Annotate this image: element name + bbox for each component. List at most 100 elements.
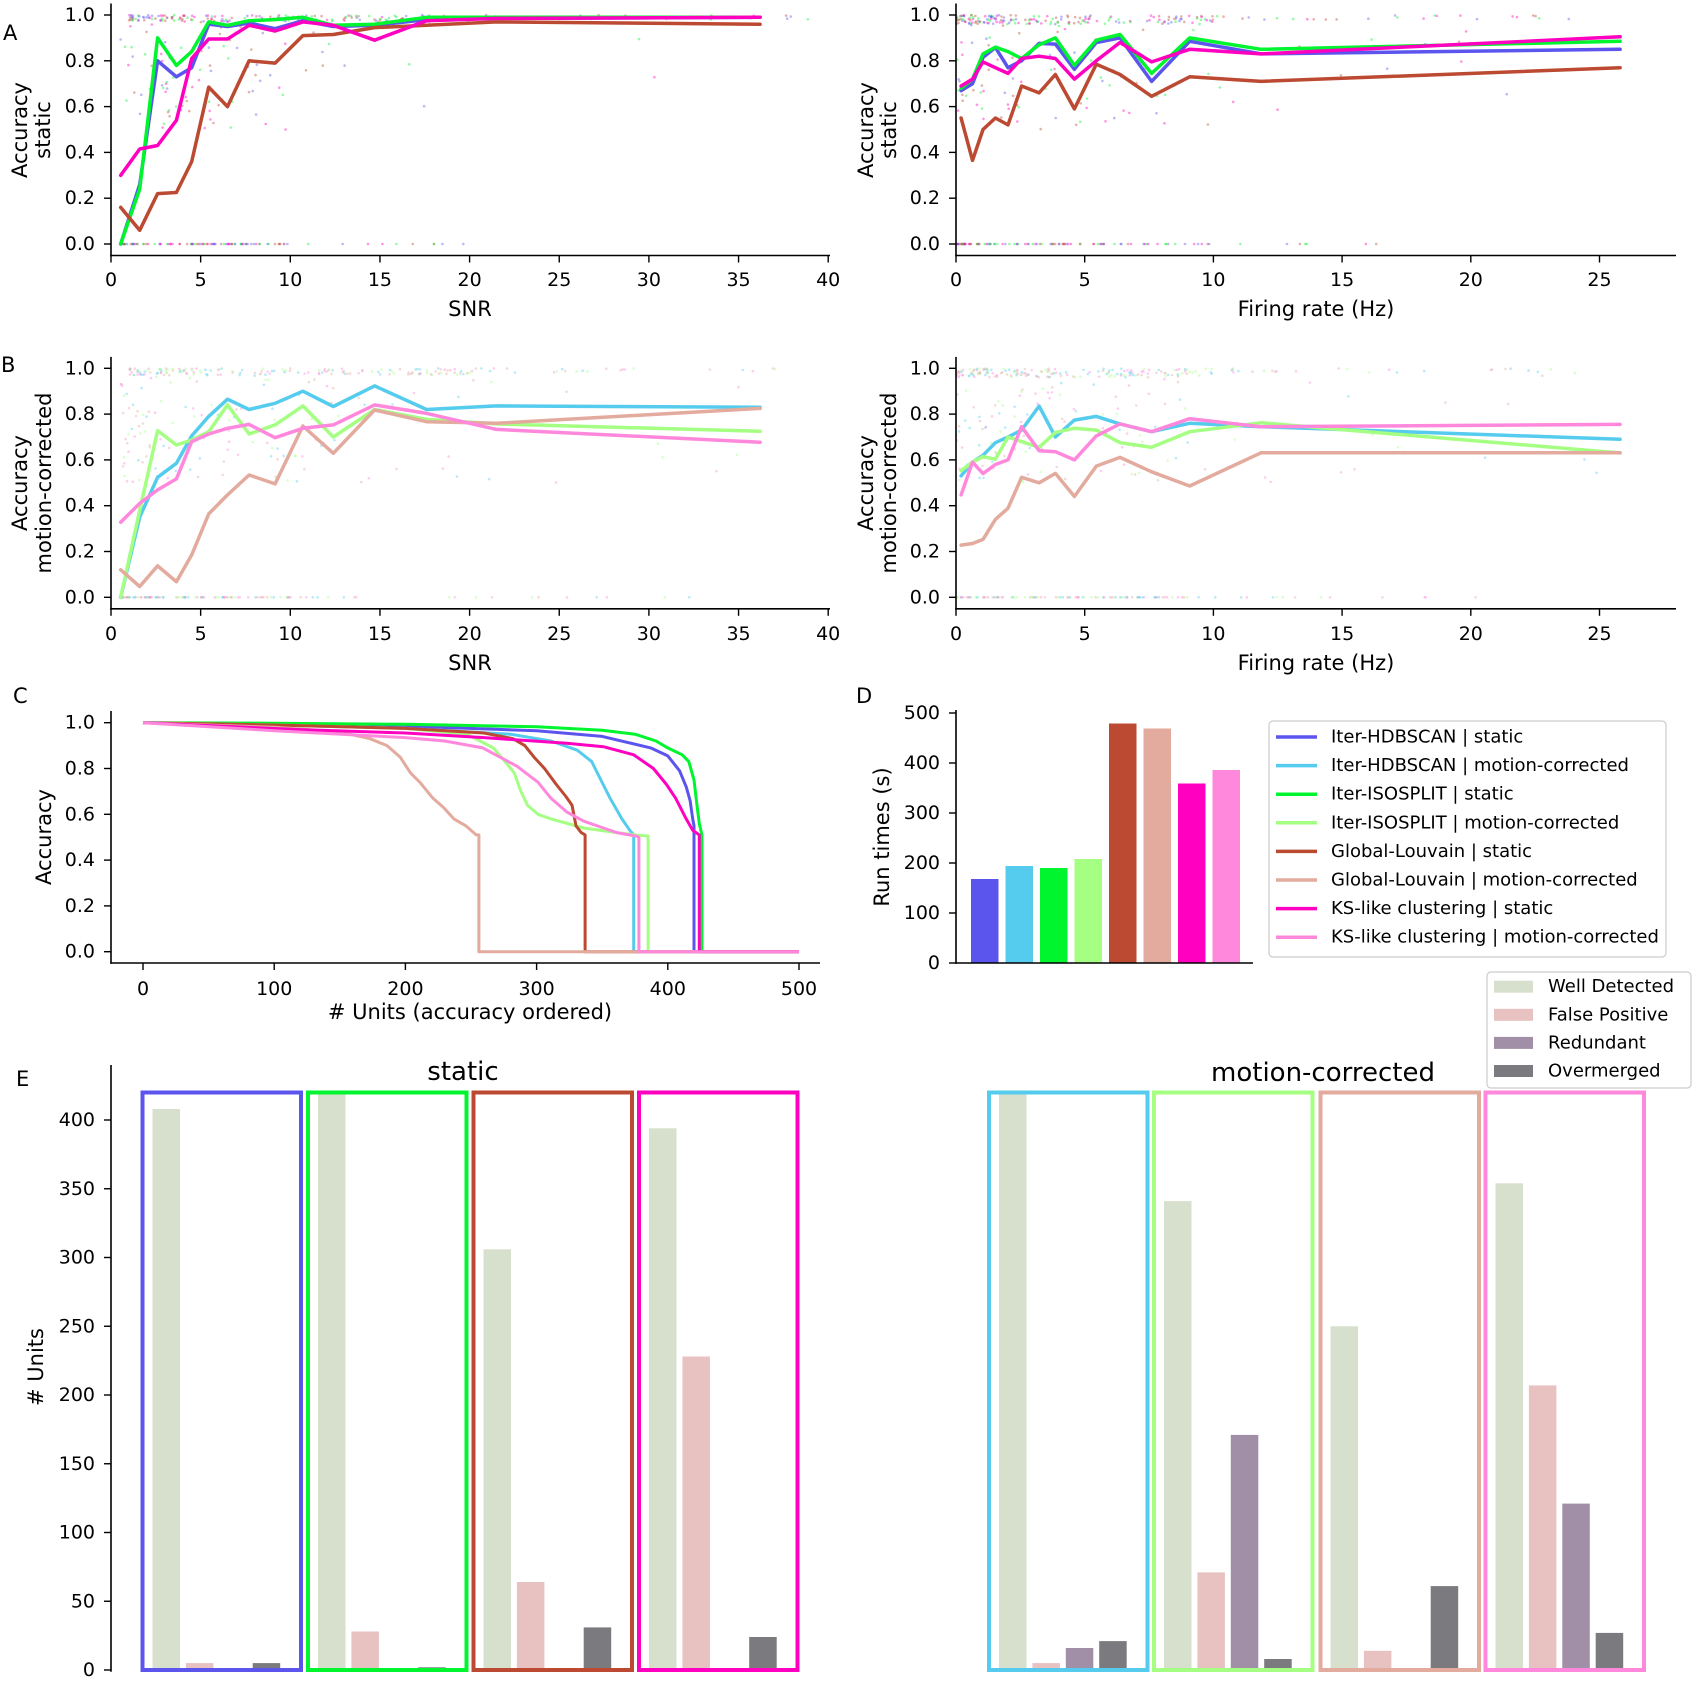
scatter-point: [179, 369, 182, 373]
scatter-point: [130, 13, 133, 17]
scatter-point: [1395, 371, 1399, 374]
scatter-point: [158, 367, 162, 371]
scatter-point: [1195, 15, 1199, 19]
scatter-point: [1069, 242, 1073, 246]
scatter-point: [166, 368, 170, 371]
scatter-point: [123, 242, 126, 246]
scatter-point: [1117, 21, 1121, 24]
scatter-point: [199, 20, 203, 24]
scatter-point: [1017, 21, 1020, 25]
scatter-point: [1021, 388, 1024, 391]
scatter-point: [1541, 374, 1544, 378]
x-tick-label: 500: [781, 978, 817, 1000]
scatter-point: [140, 93, 143, 97]
y-tick-label: 250: [59, 1315, 95, 1337]
scatter-point: [1006, 103, 1010, 106]
scatter-point: [127, 596, 131, 599]
scatter-point: [163, 14, 166, 17]
scatter-point: [453, 367, 457, 371]
scatter-point: [991, 596, 994, 599]
scatter-point: [217, 596, 221, 599]
scatter-point: [136, 369, 140, 372]
scatter-point: [361, 369, 364, 373]
scatter-point: [1126, 368, 1129, 372]
scatter-point: [199, 596, 203, 599]
scatter-point: [432, 242, 436, 246]
panel-letter: B: [1, 353, 15, 377]
scatter-point: [996, 596, 1000, 599]
scatter-point: [621, 368, 624, 371]
scatter-point: [957, 89, 960, 92]
scatter-point: [176, 596, 179, 599]
scatter-point: [183, 596, 187, 599]
scatter-point: [1312, 18, 1315, 21]
scatter-point: [773, 367, 777, 371]
scatter-point: [1013, 22, 1017, 25]
scatter-point: [980, 84, 984, 87]
scatter-point: [982, 596, 986, 599]
scatter-point: [1136, 373, 1140, 376]
scatter-point: [1422, 17, 1425, 20]
scatter-point: [407, 373, 410, 376]
scatter-point: [320, 14, 323, 18]
scatter-point: [1147, 392, 1151, 396]
scatter-point: [1054, 596, 1058, 599]
scatter-point: [363, 403, 366, 407]
scatter-point: [1275, 596, 1278, 599]
scatter-point: [1055, 465, 1059, 469]
scatter-point: [340, 367, 344, 371]
scatter-point: [146, 596, 149, 599]
scatter-point: [1122, 109, 1125, 112]
scatter-point: [181, 17, 184, 21]
scatter-point: [1132, 373, 1135, 377]
legend-item: KS-like clustering | motion-corrected: [1276, 927, 1659, 948]
scatter-point: [122, 456, 126, 459]
scatter-point: [441, 467, 445, 470]
x-tick-label: 20: [458, 623, 482, 645]
x-tick-label: 40: [816, 623, 840, 645]
scatter-point: [737, 385, 740, 389]
scatter-point: [969, 242, 973, 246]
scatter-point: [395, 242, 398, 246]
scatter-point: [1113, 116, 1116, 120]
scatter-point: [323, 369, 326, 373]
y-tick-label: 200: [59, 1384, 95, 1406]
scatter-point: [178, 242, 182, 246]
scatter-point: [967, 17, 971, 21]
scatter-point: [1005, 373, 1009, 376]
scatter-point: [417, 372, 421, 376]
scatter-point: [605, 596, 609, 599]
scatter-point: [162, 86, 165, 90]
scatter-point: [1009, 374, 1013, 377]
scatter-point: [125, 242, 129, 246]
scatter-point: [158, 596, 162, 599]
scatter-point: [136, 14, 140, 17]
scatter-point: [1068, 596, 1072, 599]
scatter-point: [139, 373, 142, 376]
scatter-point: [1192, 28, 1195, 32]
scatter-point: [1124, 596, 1127, 599]
scatter-point: [1019, 373, 1022, 377]
scatter-point: [134, 242, 137, 246]
scatter-point: [1170, 21, 1173, 24]
scatter-point: [967, 242, 971, 246]
scatter-point: [988, 242, 992, 246]
scatter-point: [1072, 407, 1076, 411]
scatter-point: [982, 368, 986, 372]
scatter-point: [168, 373, 171, 377]
scatter-point: [216, 368, 220, 372]
scatter-point: [128, 367, 132, 370]
scatter-point: [1004, 369, 1007, 373]
scatter-point: [279, 596, 283, 599]
scatter-point: [961, 373, 964, 377]
scatter-point: [240, 368, 244, 372]
scatter-point: [184, 596, 187, 599]
scatter-point: [986, 21, 989, 25]
scatter-point: [1199, 18, 1203, 22]
x-tick-label: 15: [368, 269, 392, 291]
scatter-point: [1013, 415, 1016, 418]
scatter-point: [1104, 120, 1107, 123]
series-line-iter-hdbscan-static: [142, 721, 799, 954]
scatter-point: [991, 15, 995, 18]
